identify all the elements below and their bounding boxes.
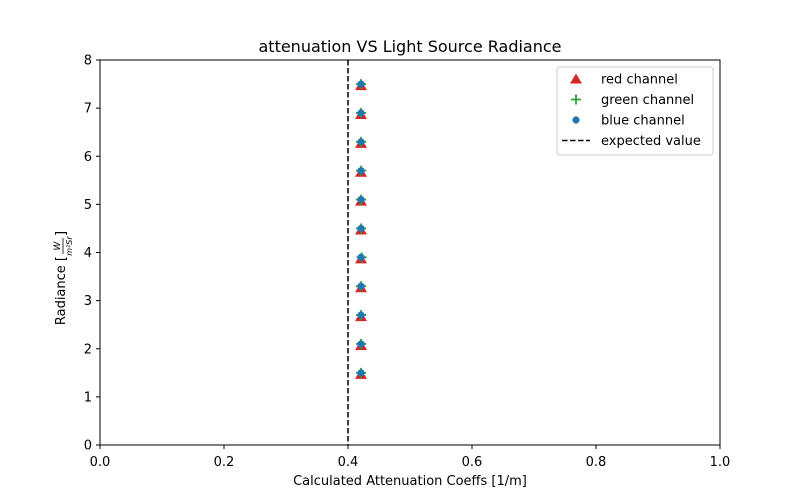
y-axis-title-suffix: ] [54,231,69,236]
y-tick-label: 0 [84,439,92,454]
y-axis-title-numerator: W [53,240,63,250]
y-tick-label: 5 [84,198,92,213]
y-axis: 0 1 2 3 4 5 6 7 8 [84,54,100,454]
legend-label-expected-value: expected value [601,134,701,149]
x-tick-label: 1.0 [710,455,731,470]
y-tick-label: 4 [84,246,92,261]
legend-marker-red-channel [570,73,582,84]
blue-channel-point [357,311,365,319]
y-tick-label: 3 [84,294,92,309]
x-tick-label: 0.2 [214,455,235,470]
y-axis-title: Radiance [ W m²Sr ] [53,231,74,325]
chart-title: attenuation VS Light Source Radiance [258,37,561,56]
legend-marker-green-channel [571,94,581,105]
x-axis: 0.0 0.2 0.4 0.6 0.8 1.0 [90,445,731,470]
legend-label-green-channel: green channel [601,93,694,108]
legend-label-blue-channel: blue channel [601,114,685,129]
legend-box [556,66,714,156]
blue-channel-point [357,340,365,348]
series-blue-channel [357,80,365,377]
y-tick-label: 1 [84,390,92,405]
y-axis-title-denominator: m²Sr [65,236,74,256]
blue-channel-point [357,138,365,146]
x-tick-label: 0.0 [90,455,111,470]
x-tick-label: 0.4 [338,455,359,470]
blue-channel-point [357,224,365,233]
y-tick-label: 2 [84,342,92,357]
legend-items: red channel green channel blue channel expe… [562,73,701,149]
blue-channel-point [357,80,365,88]
y-tick-label: 6 [84,150,92,165]
y-axis-title-prefix: Radiance [ [54,256,69,325]
blue-channel-point [357,369,365,377]
y-tick-label: 7 [84,102,92,117]
blue-channel-point [357,282,365,290]
blue-channel-point [357,167,365,175]
legend-label-red-channel: red channel [601,73,678,88]
blue-channel-point [357,109,365,117]
legend-marker-blue-channel [572,116,580,124]
blue-channel-point [357,195,365,204]
blue-channel-point [357,253,365,261]
x-tick-label: 0.8 [586,455,607,470]
data-points-layer [355,79,368,379]
legend: red channel green channel blue channel expe… [556,66,714,156]
x-tick-label: 0.6 [462,455,483,470]
y-tick-label: 8 [84,54,92,69]
x-axis-title: Calculated Attenuation Coeffs [1/m] [293,474,527,489]
